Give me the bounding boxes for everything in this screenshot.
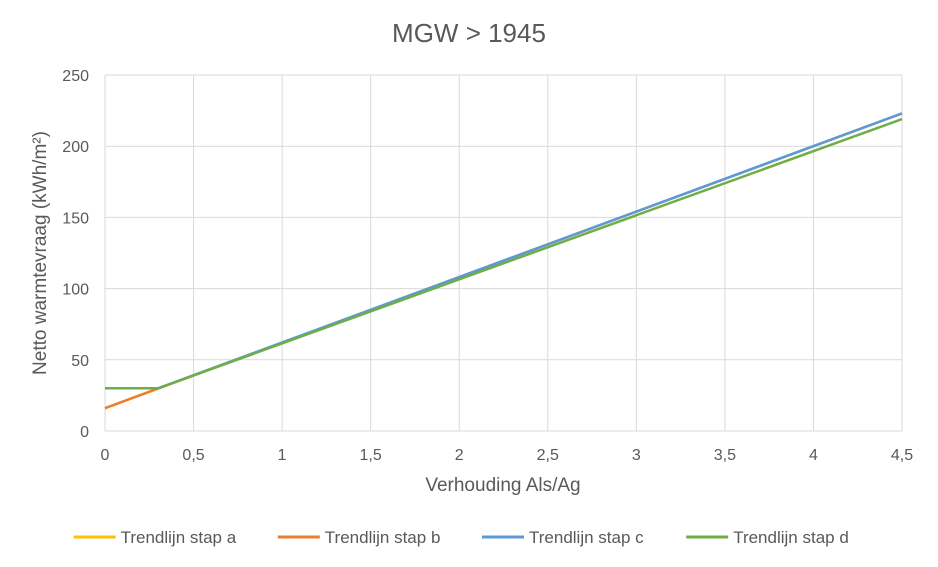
legend-item: Trendlijn stap b: [277, 528, 441, 547]
y-tick-label: 50: [71, 353, 89, 370]
legend-item: Trendlijn stap d: [686, 528, 849, 547]
y-tick-label: 150: [62, 210, 89, 227]
gridlines: [104, 74, 903, 432]
legend-label: Trendlijn stap d: [733, 528, 849, 547]
x-tick-label: 4: [809, 447, 818, 464]
series-lines: [104, 112, 903, 410]
x-tick-label: 3: [632, 447, 641, 464]
x-tick-label: 1: [278, 447, 287, 464]
x-tick-label: 2: [455, 447, 464, 464]
chart-title: MGW > 1945: [392, 18, 546, 48]
y-tick-label: 100: [62, 282, 89, 299]
y-axis-title: Netto warmtevraag (kWh/m²): [30, 131, 51, 375]
legend: Trendlijn stap a Trendlijn stap b Trendlij…: [73, 528, 849, 547]
legend-label: Trendlijn stap b: [325, 528, 441, 547]
y-axis-ticks: 0 50 100 150 200 250: [62, 68, 89, 441]
legend-label: Trendlijn stap a: [121, 528, 237, 547]
y-tick-label: 200: [62, 139, 89, 156]
x-tick-label: 3,5: [714, 447, 736, 464]
y-tick-label: 250: [62, 68, 89, 85]
legend-label: Trendlijn stap c: [529, 528, 644, 547]
x-tick-label: 4,5: [891, 447, 913, 464]
x-tick-label: 1,5: [360, 447, 382, 464]
y-tick-label: 0: [80, 424, 89, 441]
x-axis-ticks: 0 0,5 1 1,5 2 2,5 3 3,5 4 4,5: [101, 447, 914, 464]
series-line-4: [105, 117, 903, 390]
x-axis-title: Verhouding Als/Ag: [425, 475, 580, 496]
x-tick-label: 0,5: [182, 447, 204, 464]
legend-item: Trendlijn stap c: [482, 528, 644, 547]
x-tick-label: 2,5: [537, 447, 559, 464]
x-tick-label: 0: [101, 447, 110, 464]
legend-item: Trendlijn stap a: [73, 528, 237, 547]
